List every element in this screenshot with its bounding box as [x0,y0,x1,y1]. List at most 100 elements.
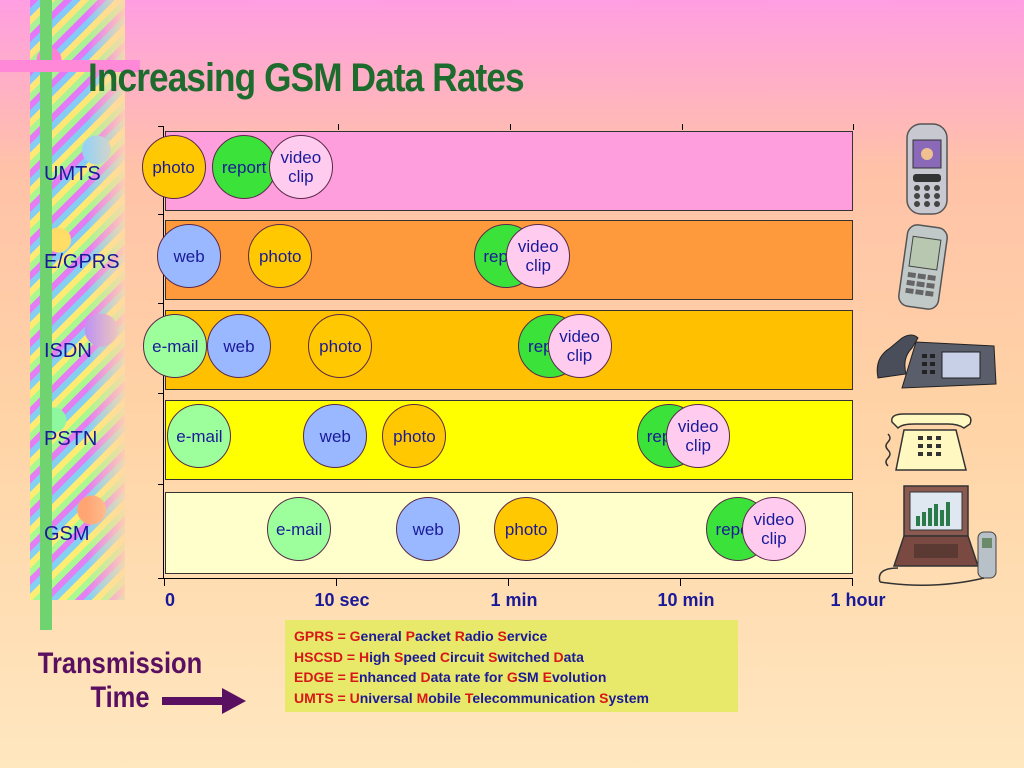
legend-word: eneral [360,628,406,644]
legend-word: volution [551,669,607,685]
bubble-video-clip: video clip [547,314,612,378]
legend-initial: U [349,689,360,706]
legend-word: niversal [359,689,417,706]
bubble-video-clip: video clip [666,404,731,468]
x-tick-label: 1 hour [830,590,886,610]
top-axis-tick [682,124,683,130]
legend-word: nhanced [358,669,421,685]
legend-initial: M [416,689,429,706]
legend-initial: S [393,648,404,665]
bubble-photo: photo [308,314,373,378]
row-label: PSTN [44,428,98,450]
bubble-web: web [396,497,461,561]
y-axis-tick [158,214,164,215]
x-axis-tick [508,578,509,586]
legend-initial: G [349,628,361,644]
bubble-photo: photo [141,135,206,199]
slide-title: Increasing GSM Data Rates [88,56,525,100]
legend-initial: S [497,628,507,644]
bubble-photo: photo [382,404,447,468]
x-tick-label: 10 sec [314,590,370,610]
legend-initial: G [506,669,518,685]
x-tick-label: 10 min [657,590,715,610]
x-tick-label: 1 min [490,590,538,610]
bubble-video-clip: video clip [268,135,333,199]
x-axis-tick [680,578,681,586]
legend-initial: P [405,628,416,644]
legend-word: ata rate for [430,669,507,685]
bubble-web: web [206,314,271,378]
legend-word: SM [517,669,543,685]
bubble-photo: photo [494,497,559,561]
acronym-legend: GPRS = General Packet Radio Service HSCSD… [285,620,738,712]
x-axis-tick [852,578,853,586]
isdn-desk-phone-icon [876,334,997,389]
bubble-e-mail: e-mail [143,314,208,378]
bubble-e-mail: e-mail [167,404,232,468]
top-axis-tick [853,124,854,130]
legend-initial: T [464,689,473,706]
legend-word: ata [563,648,584,665]
top-axis-tick [510,124,511,130]
legend-initial: H [358,648,370,665]
transmission-time-line: Time [90,681,150,714]
legend-word: obile [428,689,465,706]
decorative-horizontal-bar [0,60,140,72]
laptop-with-phone-icon [878,485,997,586]
legend-abbreviation: EDGE = [294,669,350,685]
legend-word: acket [415,628,455,644]
legend-initial: C [439,648,451,665]
legend-abbreviation: UMTS = [294,689,350,706]
bubble-web: web [157,224,222,288]
legend-entry-umts: UMTS = Universal Mobile Telecommunicatio… [294,688,738,709]
y-axis-tick [158,126,164,127]
pstn-telephone-icon [885,413,972,471]
legend-word: ervice [506,628,548,644]
bubble-web: web [303,404,368,468]
legend-word: witched [497,648,554,665]
row-label: ISDN [44,340,92,362]
legend-entry-edge: EDGE = Enhanced Data rate for GSM Evolut… [294,667,738,688]
legend-initial: R [454,628,465,644]
x-tick-label: 0 [164,590,176,610]
x-axis-tick [164,578,165,586]
legend-abbreviation: GPRS = [294,628,350,644]
legend-initial: S [599,689,609,706]
top-axis-tick [338,124,339,130]
pda-phone-icon [898,224,948,310]
y-axis-tick [158,303,164,304]
legend-word: ircuit [450,648,489,665]
legend-word: igh [369,648,394,665]
legend-initial: D [420,669,431,685]
y-axis-tick [158,484,164,485]
arrow-right-icon [162,688,246,714]
umts-phone-icon [906,123,948,215]
bubble-video-clip: video clip [741,497,806,561]
row-label: GSM [44,523,90,545]
bubble-e-mail: e-mail [267,497,332,561]
lane-isdn [165,310,853,390]
transmission-time-line: Transmission [37,647,203,680]
y-axis-tick [158,393,164,394]
legend-initial: E [542,669,552,685]
legend-initial: D [553,648,564,665]
y-axis-tick [158,578,164,579]
legend-word: adio [464,628,498,644]
legend-abbreviation: HSCSD = [294,648,359,665]
legend-word: ystem [608,689,649,706]
legend-entry-gprs: GPRS = General Packet Radio Service [294,626,738,647]
legend-initial: S [488,648,498,665]
row-label: E/GPRS [44,251,120,273]
legend-word: peed [403,648,440,665]
bubble-report: report [212,135,277,199]
x-axis-tick [336,578,337,586]
legend-entry-hscsd: HSCSD = High Speed Circuit Switched Data [294,647,738,668]
bubble-video-clip: video clip [506,224,571,288]
row-label: UMTS [44,163,101,185]
bubble-photo: photo [248,224,313,288]
lane-pstn [165,400,853,480]
legend-word: elecommunication [472,689,600,706]
transmission-time-label: Transmission Time [35,647,205,715]
decorative-vertical-bar [40,0,52,630]
legend-initial: E [349,669,359,685]
